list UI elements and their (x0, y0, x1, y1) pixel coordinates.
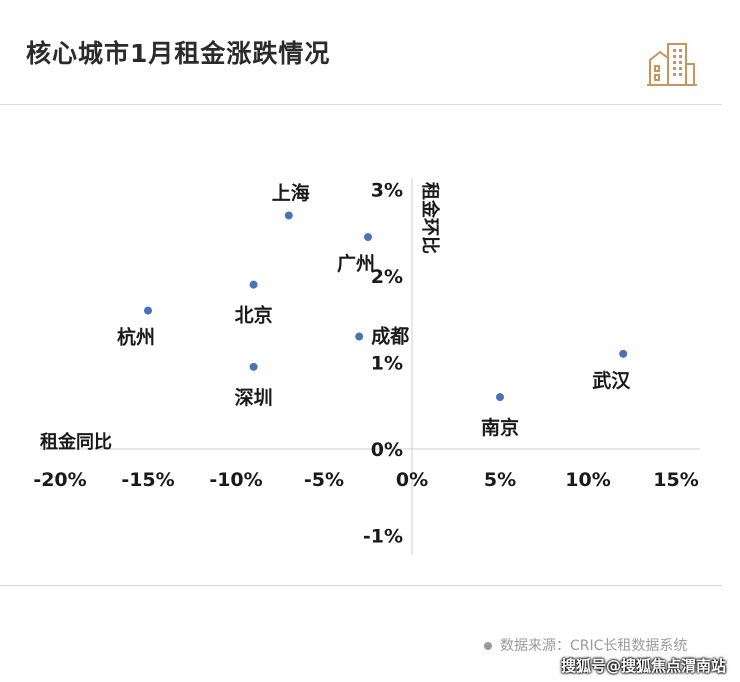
y-tick-label: 2% (371, 266, 403, 288)
y-tick-label: 1% (371, 353, 403, 375)
data-point (496, 393, 504, 402)
point-label: 上海 (272, 181, 310, 204)
x-tick-label: -5% (304, 469, 344, 491)
x-tick-label: -10% (209, 469, 262, 491)
x-tick-label: 5% (484, 469, 516, 491)
data-source-text: 数据来源：CRIC长租数据系统 (500, 638, 688, 654)
buildings-icon (646, 38, 698, 88)
bullet-dot-icon (484, 642, 492, 650)
data-source-note: 数据来源：CRIC长租数据系统 (484, 635, 687, 655)
data-point (355, 332, 364, 341)
watermark-text: 搜狐号@搜狐焦点渭南站 (560, 657, 726, 675)
point-label: 武汉 (592, 370, 631, 392)
point-label: 南京 (481, 416, 519, 439)
point-label: 深圳 (235, 386, 273, 409)
y-axis-title: 租金环比 (419, 182, 441, 254)
x-axis-title: 租金同比 (40, 431, 112, 453)
point-label: 成都 (371, 325, 409, 348)
x-tick-label: 0% (396, 469, 428, 491)
point-label: 北京 (235, 304, 273, 327)
data-point (249, 280, 258, 289)
x-tick-label: -20% (33, 469, 86, 491)
data-point (284, 211, 293, 220)
x-tick-label: 10% (565, 469, 610, 491)
data-point (144, 306, 152, 315)
bottom-divider (0, 585, 722, 586)
y-tick-label: 3% (371, 180, 403, 202)
chart-title: 核心城市1月租金涨跌情况 (26, 39, 331, 68)
data-point (364, 233, 372, 242)
data-point (619, 349, 628, 358)
scatter-chart: -20% -15% -10% -5% 0% 5% 10% 15% -1% 0% 1% 2% 3% 租金同比… (33, 178, 700, 555)
x-tick-label: -15% (121, 469, 174, 491)
y-tick-label: 0% (371, 439, 403, 461)
y-tick-label: -1% (363, 526, 403, 548)
point-label: 杭州 (117, 326, 155, 349)
data-point (249, 362, 258, 371)
top-divider (0, 104, 722, 105)
x-tick-label: 15% (653, 469, 698, 491)
point-label: 广州 (337, 252, 375, 275)
